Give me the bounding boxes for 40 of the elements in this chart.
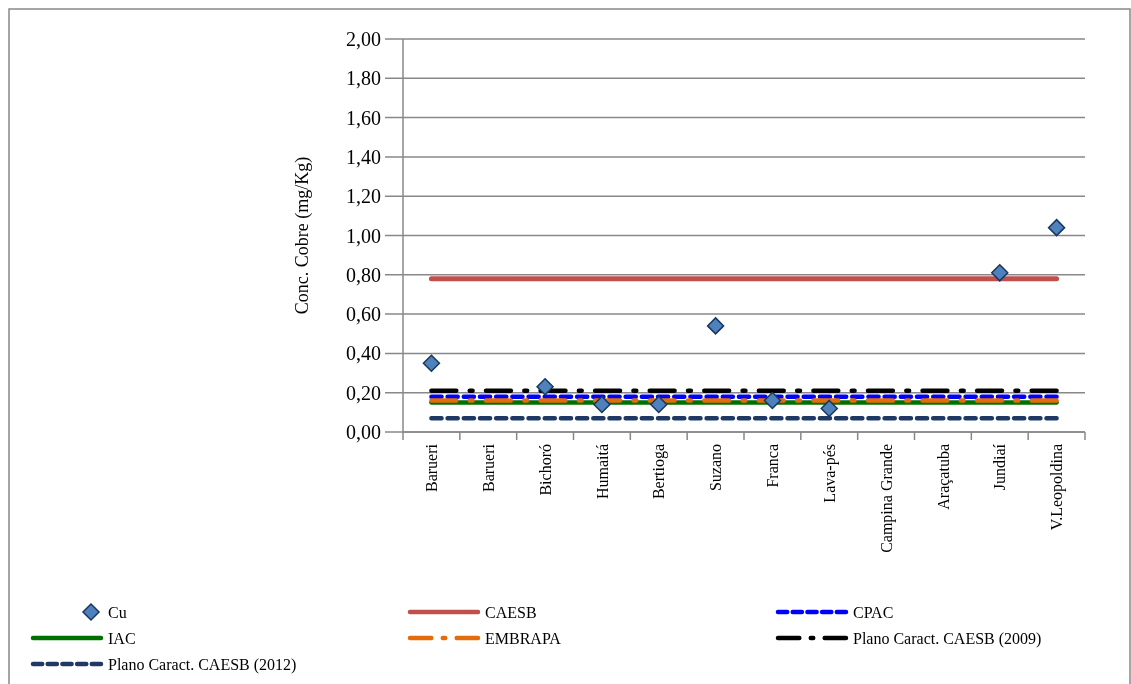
- x-tick-label: Lava-pés: [820, 444, 839, 503]
- y-tick-label: 2,00: [346, 28, 381, 50]
- y-tick-label: 0,80: [346, 263, 381, 286]
- legend-label: Cu: [108, 603, 127, 621]
- point: [991, 264, 1009, 282]
- x-tick-label: Barueri: [423, 443, 441, 492]
- legend-label: CAESB: [485, 603, 537, 621]
- x-tick-label: Araçatuba: [934, 444, 953, 510]
- point: [536, 378, 554, 396]
- point: [1047, 218, 1066, 237]
- y-axis-title: Conc. Cobre (mg/Kg): [292, 156, 313, 315]
- y-tick-label: 1,40: [346, 145, 381, 168]
- point: [763, 391, 782, 410]
- point: [820, 399, 838, 418]
- x-tick-label: Franca: [764, 444, 782, 488]
- x-tick-label: Bichoró: [536, 444, 554, 496]
- point: [706, 317, 725, 335]
- legend-label: IAC: [108, 629, 136, 647]
- x-tick-label: V.Leopoldina: [1048, 444, 1067, 531]
- y-tick-label: 1,00: [346, 224, 381, 247]
- x-tick-label: Campina Grande: [877, 444, 896, 553]
- x-tick-label: Barueri: [479, 443, 497, 492]
- y-tick-label: 1,60: [346, 106, 381, 129]
- legend-label: Plano Caract. CAESB (2012): [108, 655, 297, 674]
- x-tick-label: Jundiaí: [991, 443, 1009, 491]
- y-tick-label: 1,20: [346, 185, 381, 208]
- x-tick-label: Humaitá: [593, 444, 611, 500]
- legend-label: Plano Caract. CAESB (2009): [853, 629, 1042, 648]
- x-tick-label: Suzano: [707, 444, 725, 492]
- point: [650, 395, 668, 414]
- point: [593, 395, 611, 414]
- legend-label: EMBRAPA: [485, 629, 562, 647]
- x-tick-label: Bertioga: [650, 444, 669, 500]
- y-tick-label: 0,00: [346, 421, 381, 443]
- legend-label: CPAC: [853, 603, 894, 621]
- y-tick-label: 1,80: [346, 67, 381, 90]
- point: [422, 354, 441, 372]
- y-tick-label: 0,60: [346, 303, 381, 326]
- y-tick-label: 0,40: [346, 342, 381, 365]
- y-tick-label: 0,20: [346, 381, 381, 404]
